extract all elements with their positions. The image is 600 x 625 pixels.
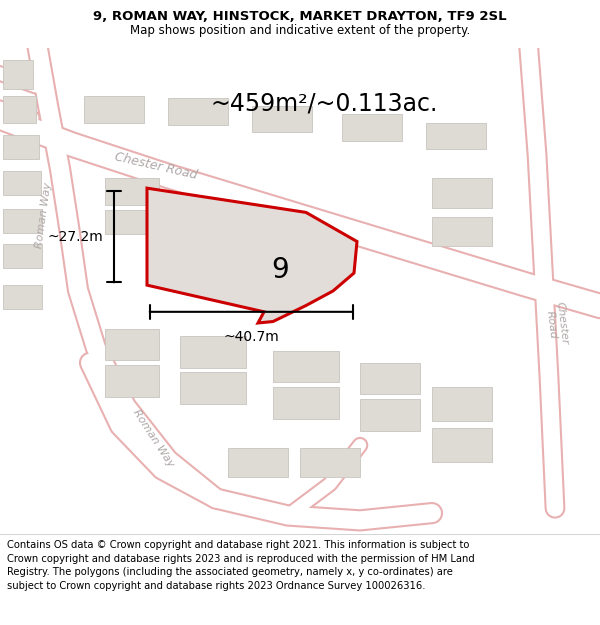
Text: Chester
Road: Chester Road bbox=[544, 301, 570, 347]
Text: Roman Way: Roman Way bbox=[131, 408, 175, 469]
Polygon shape bbox=[432, 387, 492, 421]
Text: 9, ROMAN WAY, HINSTOCK, MARKET DRAYTON, TF9 2SL: 9, ROMAN WAY, HINSTOCK, MARKET DRAYTON, … bbox=[93, 11, 507, 24]
Text: 9: 9 bbox=[272, 256, 289, 284]
Polygon shape bbox=[180, 336, 246, 367]
Polygon shape bbox=[105, 179, 159, 205]
Polygon shape bbox=[180, 372, 246, 404]
Polygon shape bbox=[3, 244, 42, 268]
Text: Map shows position and indicative extent of the property.: Map shows position and indicative extent… bbox=[130, 24, 470, 37]
Polygon shape bbox=[3, 96, 36, 122]
Polygon shape bbox=[360, 399, 420, 431]
Polygon shape bbox=[273, 351, 339, 382]
Polygon shape bbox=[342, 114, 402, 141]
Text: Roman Way: Roman Way bbox=[34, 181, 53, 249]
Polygon shape bbox=[105, 329, 159, 361]
Polygon shape bbox=[3, 59, 33, 89]
Polygon shape bbox=[3, 285, 42, 309]
Polygon shape bbox=[360, 362, 420, 394]
Polygon shape bbox=[168, 98, 228, 125]
Polygon shape bbox=[105, 365, 159, 397]
Polygon shape bbox=[3, 171, 41, 196]
Polygon shape bbox=[300, 448, 360, 477]
Text: ~27.2m: ~27.2m bbox=[47, 229, 103, 244]
Text: Contains OS data © Crown copyright and database right 2021. This information is : Contains OS data © Crown copyright and d… bbox=[7, 540, 475, 591]
Text: ~40.7m: ~40.7m bbox=[224, 330, 279, 344]
Polygon shape bbox=[426, 122, 486, 149]
Polygon shape bbox=[273, 387, 339, 419]
Text: ~459m²/~0.113ac.: ~459m²/~0.113ac. bbox=[211, 91, 437, 115]
Polygon shape bbox=[105, 210, 159, 234]
Polygon shape bbox=[432, 428, 492, 462]
Polygon shape bbox=[432, 217, 492, 246]
Polygon shape bbox=[432, 179, 492, 208]
Polygon shape bbox=[3, 209, 42, 232]
Polygon shape bbox=[84, 96, 144, 122]
Text: Chester Road: Chester Road bbox=[113, 151, 199, 182]
Polygon shape bbox=[228, 448, 288, 477]
Polygon shape bbox=[3, 135, 39, 159]
Polygon shape bbox=[147, 188, 357, 323]
Polygon shape bbox=[252, 106, 312, 132]
